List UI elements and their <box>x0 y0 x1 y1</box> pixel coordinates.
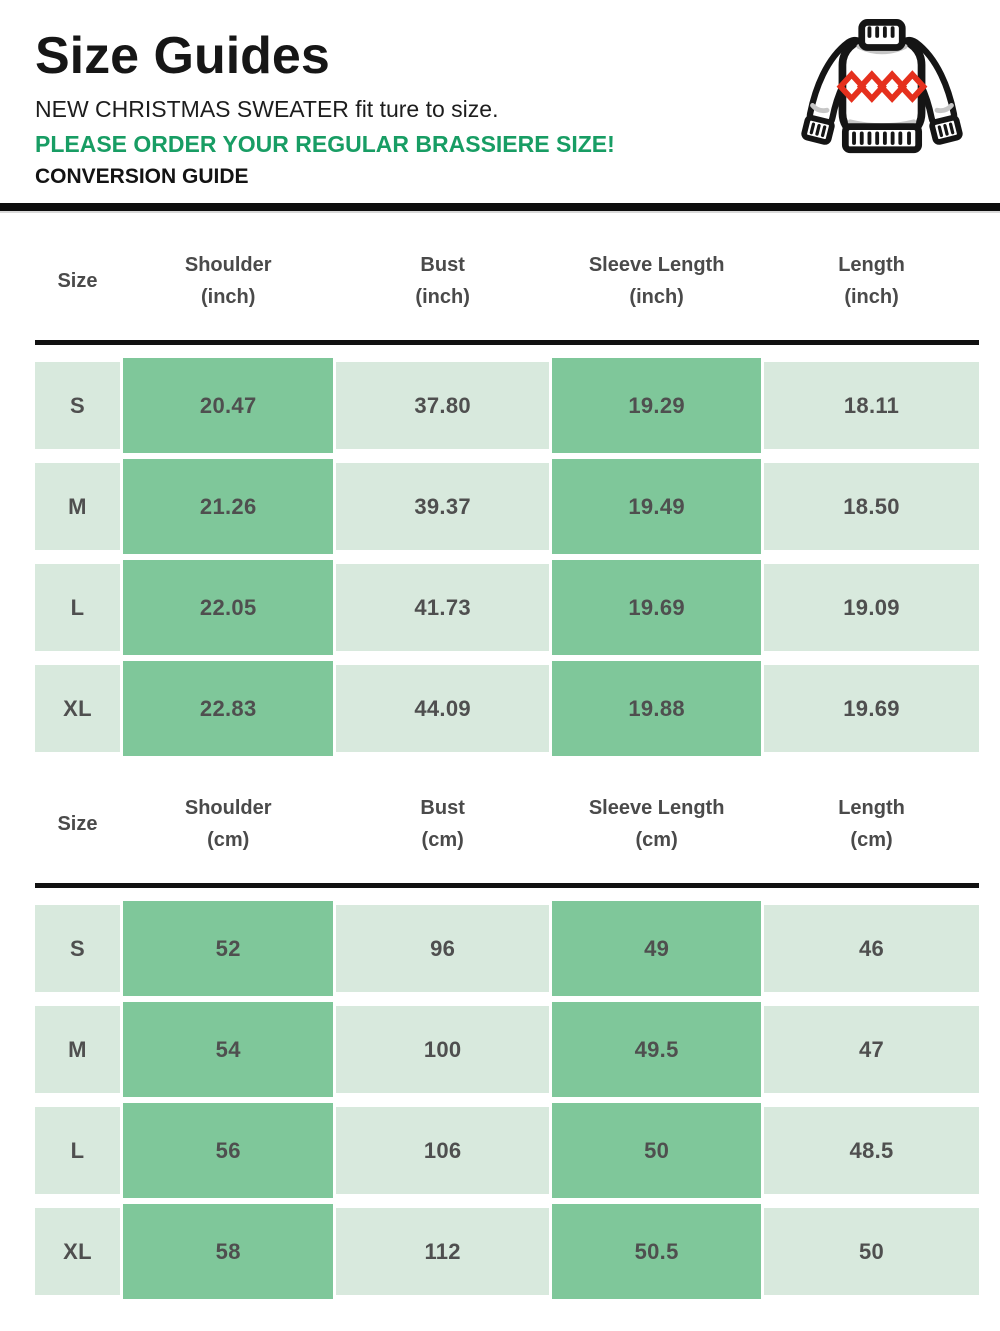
bust-value-cell: 44.09 <box>336 665 549 753</box>
table-row: M 21.26 39.37 19.49 18.50 <box>35 459 979 555</box>
header-unit: (inch) <box>415 285 470 308</box>
header: Size Guides NEW CHRISTMAS SWEATER fit tu… <box>0 0 1000 190</box>
sleeve-length-value-cell: 19.69 <box>551 560 762 656</box>
table-row: S 52 96 49 46 <box>35 901 979 997</box>
length-value-cell: 18.11 <box>764 362 979 450</box>
sleeve-length-value-cell: 19.29 <box>551 358 762 454</box>
length-value-cell: 19.69 <box>764 665 979 753</box>
length-value-cell: 47 <box>764 1006 979 1094</box>
header-unit: (inch) <box>844 285 899 308</box>
length-value-cell: 18.50 <box>764 463 979 551</box>
cm-table-body: S 52 96 49 46 M 54 100 49.5 47 L 56 106 … <box>35 888 979 1300</box>
bust-value-cell: 100 <box>336 1006 549 1094</box>
length-value-cell: 46 <box>764 905 979 993</box>
shoulder-value-cell: 21.26 <box>122 459 334 555</box>
length-value-cell: 50 <box>764 1208 979 1296</box>
header-label: Sleeve Length <box>588 253 725 276</box>
table-row: M 54 100 49.5 47 <box>35 1002 979 1098</box>
header-unit: (inch) <box>629 285 684 308</box>
sweater-icon <box>800 16 964 162</box>
size-cell: S <box>35 362 120 450</box>
sleeve-length-value-cell: 19.49 <box>551 459 762 555</box>
order-note-text: PLEASE ORDER YOUR REGULAR BRASSIERE SIZE… <box>35 131 615 158</box>
sleeve-length-value-cell: 50.5 <box>551 1204 762 1300</box>
header-unit: (cm) <box>850 828 893 851</box>
table-row: L 56 106 50 48.5 <box>35 1103 979 1199</box>
size-cell: S <box>35 905 120 993</box>
size-table-inch: Size Shoulder (inch) Bust (inch) Sleeve … <box>35 213 979 757</box>
top-divider <box>0 203 1000 214</box>
length-value-cell: 19.09 <box>764 564 979 652</box>
size-cell: XL <box>35 665 120 753</box>
sleeve-length-value-cell: 19.88 <box>551 661 762 757</box>
cm-table-header-row: Size Shoulder (cm) Bust (cm) Sleeve Leng… <box>35 756 979 889</box>
header-cell-length: Length (cm) <box>764 792 978 856</box>
shoulder-value-cell: 56 <box>122 1103 334 1199</box>
header-cell-size: Size <box>35 265 120 297</box>
header-label: Bust <box>420 253 465 276</box>
size-table-cm: Size Shoulder (cm) Bust (cm) Sleeve Leng… <box>35 756 979 1300</box>
header-unit: (inch) <box>200 285 256 308</box>
subtitle-text: NEW CHRISTMAS SWEATER fit ture to size. <box>35 96 499 122</box>
header-cell-sleeve-length: Sleeve Length (cm) <box>552 792 762 856</box>
header-cell-bust: Bust (inch) <box>336 249 548 313</box>
header-unit: (cm) <box>635 828 678 851</box>
header-label: Shoulder <box>184 253 272 276</box>
shoulder-value-cell: 58 <box>122 1204 334 1300</box>
header-label: Sleeve Length <box>588 796 725 819</box>
shoulder-value-cell: 20.47 <box>122 358 334 454</box>
header-label: Bust <box>420 796 465 819</box>
size-cell: M <box>35 463 120 551</box>
header-label: Size <box>57 269 98 292</box>
size-cell: L <box>35 564 120 652</box>
conversion-guide-label: CONVERSION GUIDE <box>35 165 249 189</box>
shoulder-value-cell: 22.05 <box>122 560 334 656</box>
header-cell-sleeve-length: Sleeve Length (inch) <box>552 249 762 313</box>
header-cell-bust: Bust (cm) <box>336 792 548 856</box>
sleeve-length-value-cell: 49.5 <box>551 1002 762 1098</box>
header-cell-size: Size <box>35 808 120 840</box>
header-label: Length <box>838 253 905 276</box>
bust-value-cell: 39.37 <box>336 463 549 551</box>
table-row: L 22.05 41.73 19.69 19.09 <box>35 560 979 656</box>
bust-value-cell: 106 <box>336 1107 549 1195</box>
header-label: Length <box>838 796 905 819</box>
size-cell: XL <box>35 1208 120 1296</box>
bust-value-cell: 41.73 <box>336 564 549 652</box>
shoulder-value-cell: 54 <box>122 1002 334 1098</box>
page-title: Size Guides <box>35 27 330 85</box>
bust-value-cell: 37.80 <box>336 362 549 450</box>
table-row: S 20.47 37.80 19.29 18.11 <box>35 358 979 454</box>
length-value-cell: 48.5 <box>764 1107 979 1195</box>
bust-value-cell: 96 <box>336 905 549 993</box>
table-row: XL 22.83 44.09 19.88 19.69 <box>35 661 979 757</box>
header-unit: (cm) <box>421 828 464 851</box>
header-label: Shoulder <box>184 796 272 819</box>
shoulder-value-cell: 22.83 <box>122 661 334 757</box>
header-unit: (cm) <box>207 828 250 851</box>
inch-table-header-row: Size Shoulder (inch) Bust (inch) Sleeve … <box>35 213 979 346</box>
inch-table-body: S 20.47 37.80 19.29 18.11 M 21.26 39.37 … <box>35 345 979 757</box>
sleeve-length-value-cell: 50 <box>551 1103 762 1199</box>
header-cell-shoulder: Shoulder (inch) <box>123 249 334 313</box>
shoulder-value-cell: 52 <box>122 901 334 997</box>
header-cell-shoulder: Shoulder (cm) <box>123 792 334 856</box>
header-cell-length: Length (inch) <box>764 249 978 313</box>
size-cell: L <box>35 1107 120 1195</box>
bust-value-cell: 112 <box>336 1208 549 1296</box>
header-label: Size <box>57 812 98 835</box>
table-row: XL 58 112 50.5 50 <box>35 1204 979 1300</box>
sleeve-length-value-cell: 49 <box>551 901 762 997</box>
size-cell: M <box>35 1006 120 1094</box>
